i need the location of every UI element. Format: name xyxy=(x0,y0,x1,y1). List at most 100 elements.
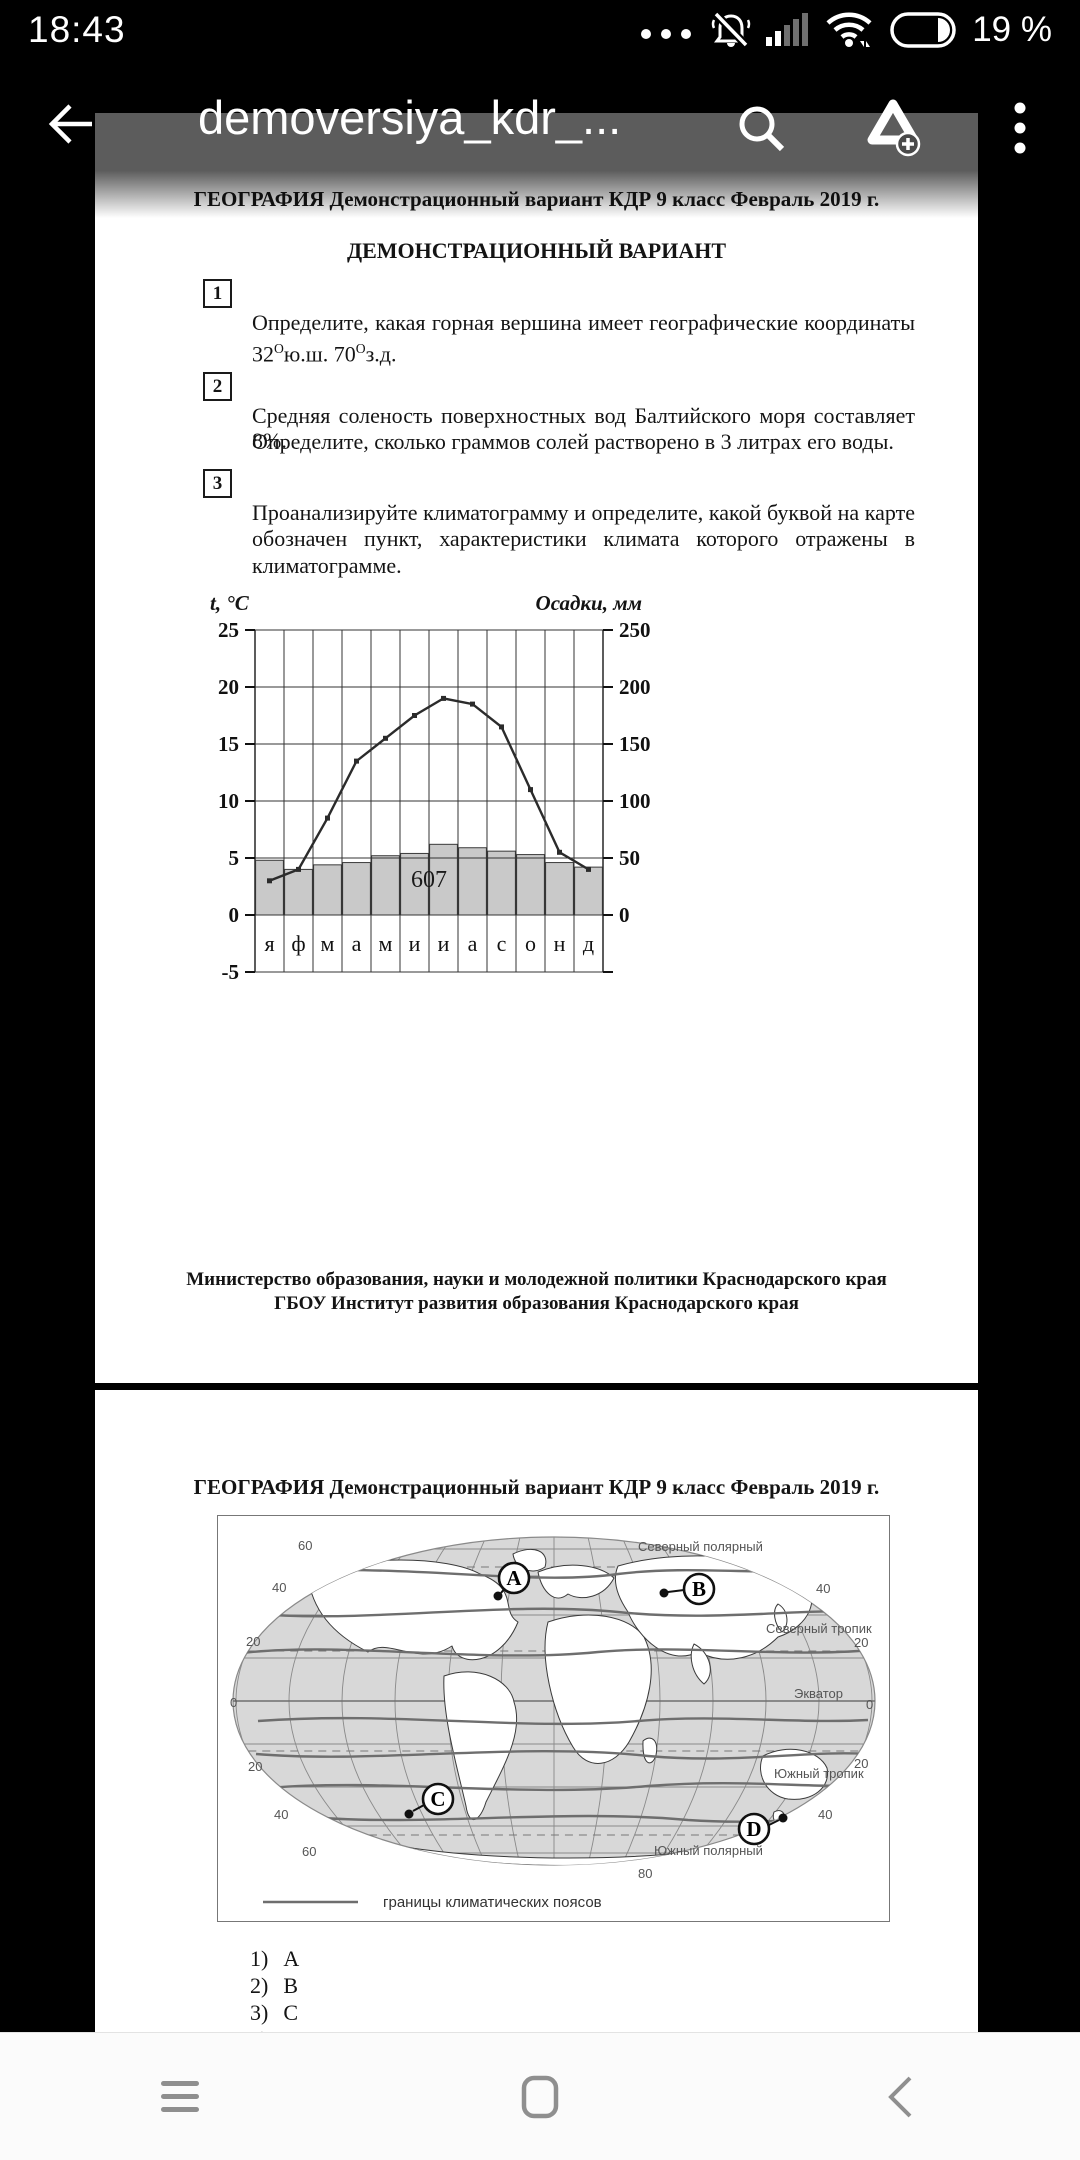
equator-label: Экватор xyxy=(794,1686,843,1701)
marker-C: C xyxy=(404,1782,455,1819)
page1-title: ДЕМОНСТРАЦИОННЫЙ ВАРИАНТ xyxy=(346,238,727,263)
svg-text:и: и xyxy=(409,931,421,956)
svg-text:ф: ф xyxy=(291,931,305,956)
svg-text:-5: -5 xyxy=(222,960,240,984)
page2-header: ГЕОГРАФИЯ Демонстрационный вариант КДР 9… xyxy=(193,1475,880,1499)
svg-text:а: а xyxy=(352,931,362,956)
svg-text:с: с xyxy=(497,931,507,956)
svg-text:0: 0 xyxy=(619,903,630,927)
continents xyxy=(307,1549,829,1865)
battery-icon xyxy=(890,12,956,48)
question-3-line-2: обозначен пункт, характеристики климата … xyxy=(252,526,915,551)
map-legend: границы климатических поясов xyxy=(263,1894,602,1911)
svg-text:D: D xyxy=(746,1817,761,1841)
svg-text:C: C xyxy=(430,1787,445,1811)
hidden-notifications-icon xyxy=(641,29,692,39)
status-bar: 18:43 xyxy=(0,0,1080,60)
home-button[interactable] xyxy=(521,2075,559,2119)
question-2-line-1: Средняя соленость поверхностных вод Балт… xyxy=(252,403,915,453)
world-map-svg: 60 40 20 0 20 40 60 40 20 20 40 80 0 Сев… xyxy=(230,1536,876,1911)
svg-text:о: о xyxy=(525,931,536,956)
back-button[interactable] xyxy=(44,96,100,152)
mute-bell-icon xyxy=(711,10,751,49)
svg-text:10: 10 xyxy=(218,789,239,813)
svg-text:40: 40 xyxy=(272,1580,286,1595)
svg-text:150: 150 xyxy=(619,732,651,756)
degree-sign: О xyxy=(274,341,284,356)
world-climate-map: 60 40 20 0 20 40 60 40 20 20 40 80 0 Сев… xyxy=(217,1515,890,1922)
android-nav-bar xyxy=(0,2032,1080,2160)
svg-text:м: м xyxy=(321,931,335,956)
svg-text:20: 20 xyxy=(218,675,239,699)
recents-button[interactable] xyxy=(159,2077,201,2117)
svg-text:м: м xyxy=(379,931,393,956)
pdf-page-2[interactable]: ГЕОГРАФИЯ Демонстрационный вариант КДР 9… xyxy=(95,1390,978,2160)
pdf-page-1[interactable]: ГЕОГРАФИЯ Демонстрационный вариант КДР 9… xyxy=(95,113,978,1383)
question-1-line-2: 32Ою.ш. 70Оз.д. xyxy=(252,336,915,366)
question-1-number: 1 xyxy=(203,279,232,308)
svg-text:и: и xyxy=(438,931,450,956)
question-3-number: 3 xyxy=(203,469,232,498)
question-2-line-2: Определите, сколько граммов солей раство… xyxy=(252,429,894,454)
back-nav-button[interactable] xyxy=(887,2075,913,2119)
overflow-menu-icon[interactable] xyxy=(998,98,1042,158)
svg-text:A: A xyxy=(506,1566,522,1590)
right-axis-title: Осадки, мм xyxy=(535,591,642,615)
svg-text:а: а xyxy=(468,931,478,956)
answer-option-1: 1) A xyxy=(250,1946,300,1971)
battery-percent: 19 % xyxy=(972,10,1052,49)
svg-text:25: 25 xyxy=(218,618,239,642)
north-tropic-label: Северный тропик xyxy=(766,1621,872,1636)
svg-text:250: 250 xyxy=(619,618,651,642)
svg-text:20: 20 xyxy=(854,1635,868,1650)
answer-option-2: 2) B xyxy=(250,1973,299,1998)
svg-text:200: 200 xyxy=(619,675,651,699)
latitude-labels: 60 40 20 0 20 40 60 40 20 20 40 80 0 xyxy=(230,1538,873,1881)
document-title: demoversiya_kdr_... xyxy=(198,91,622,144)
svg-text:д: д xyxy=(583,931,594,956)
svg-text:0: 0 xyxy=(866,1697,873,1712)
answer-option-3: 3) C xyxy=(250,2000,299,2025)
clock: 18:43 xyxy=(28,9,126,50)
svg-text:0: 0 xyxy=(230,1695,237,1710)
wifi-icon xyxy=(826,12,872,47)
question-2-number: 2 xyxy=(203,372,232,401)
question-3-line-1: Проанализируйте климатограмму и определи… xyxy=(252,500,915,525)
svg-text:B: B xyxy=(692,1577,706,1601)
svg-text:20: 20 xyxy=(246,1634,260,1649)
svg-text:я: я xyxy=(264,931,274,956)
svg-text:0: 0 xyxy=(229,903,240,927)
latitude-suffix: ю.ш. 70 xyxy=(283,341,356,367)
svg-text:60: 60 xyxy=(298,1538,312,1553)
map-legend-text: границы климатических поясов xyxy=(383,1894,602,1911)
marker-A: A xyxy=(493,1561,531,1601)
marker-B: B xyxy=(659,1572,716,1606)
svg-text:40: 40 xyxy=(274,1807,288,1822)
svg-text:н: н xyxy=(554,931,566,956)
add-to-drive-icon[interactable] xyxy=(862,96,928,160)
map-line-labels: Северный полярный Северный тропик Эквато… xyxy=(638,1539,872,1858)
svg-text:15: 15 xyxy=(218,732,239,756)
svg-text:80: 80 xyxy=(638,1866,652,1881)
svg-text:5: 5 xyxy=(229,846,240,870)
south-polar-circle-label: Южный полярный xyxy=(654,1843,763,1858)
longitude-suffix: з.д. xyxy=(365,341,397,367)
north-polar-circle-label: Северный полярный xyxy=(638,1539,763,1554)
question-3-line-3: климатограмме. xyxy=(252,553,402,578)
svg-text:20: 20 xyxy=(248,1759,262,1774)
page1-footer-line-2: ГБОУ Институт развития образования Красн… xyxy=(274,1293,799,1314)
climatogram-axis-titles: t, °C Осадки, мм xyxy=(210,591,642,616)
svg-text:40: 40 xyxy=(818,1807,832,1822)
app-toolbar: demoversiya_kdr_... xyxy=(0,60,1080,218)
south-tropic-label: Южный тропик xyxy=(774,1766,864,1781)
page1-footer-line-1: Министерство образования, науки и молоде… xyxy=(186,1269,887,1290)
question-1-line-1: Определите, какая горная вершина имеет г… xyxy=(252,310,915,335)
latitude-value: 32 xyxy=(252,341,274,367)
svg-text:40: 40 xyxy=(816,1581,830,1596)
search-icon[interactable] xyxy=(733,100,789,156)
signal-strength-icon xyxy=(766,13,809,46)
svg-text:20: 20 xyxy=(854,1756,868,1771)
svg-text:100: 100 xyxy=(619,789,651,813)
